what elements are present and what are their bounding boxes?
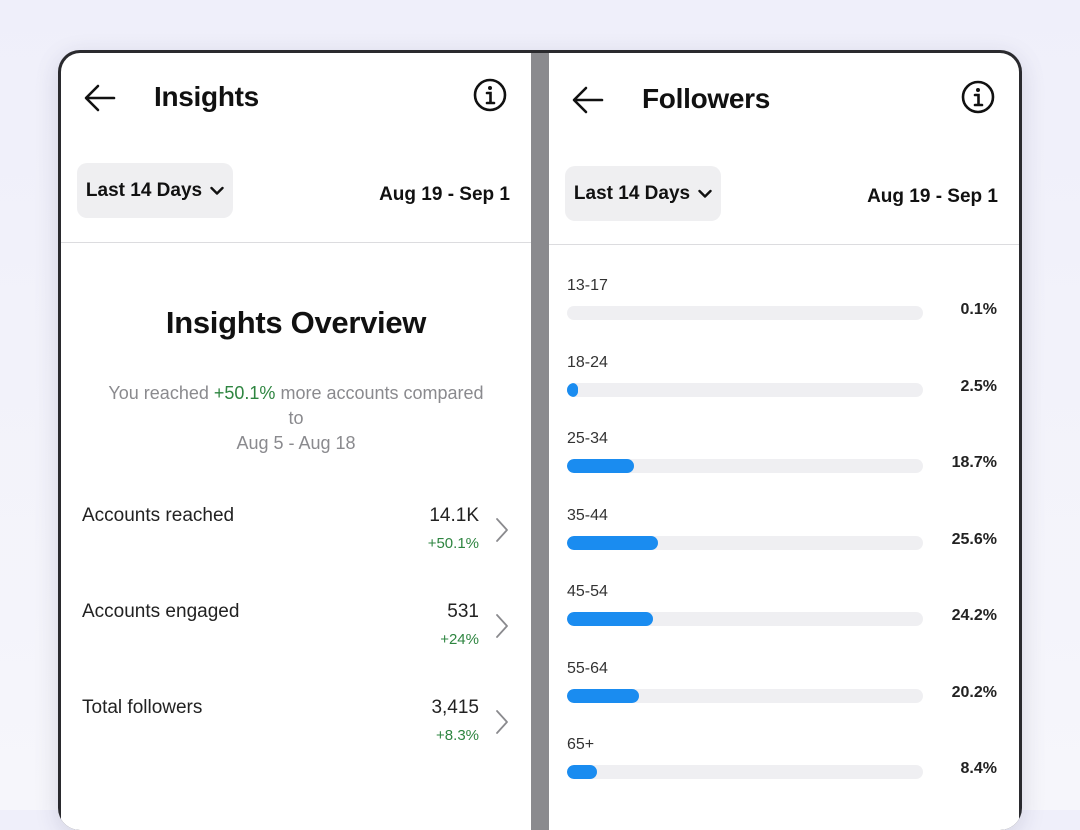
age-bar-fill	[567, 765, 597, 779]
metric-row-total-followers[interactable]: Total followers 3,415 +8.3%	[61, 695, 531, 765]
metric-value: 14.1K	[429, 505, 479, 526]
chevron-right-icon	[496, 614, 508, 638]
split-divider[interactable]	[531, 53, 549, 830]
age-group-percent: 18.7%	[951, 454, 997, 471]
age-bar-fill	[567, 383, 578, 397]
age-bar-fill	[567, 536, 659, 550]
followers-header: Followers	[549, 53, 1019, 145]
chevron-down-icon	[698, 189, 712, 198]
age-group-label: 13-17	[567, 277, 608, 294]
info-icon[interactable]	[473, 78, 507, 112]
insights-header: Insights	[61, 53, 531, 145]
overview-title: Insights Overview	[165, 305, 427, 340]
age-bar-track	[567, 459, 923, 473]
age-bar-track	[567, 536, 923, 550]
chevron-right-icon	[496, 710, 508, 734]
summary-suffix: more accounts compared to	[280, 383, 484, 428]
metric-change: +8.3%	[436, 727, 479, 744]
age-group-row: 45-54 24.2%	[549, 582, 1019, 642]
divider	[61, 242, 531, 243]
page-title: Followers	[642, 83, 770, 114]
age-bar-track	[567, 689, 923, 703]
metric-change: +24%	[440, 631, 479, 648]
age-group-row: 13-17 0.1%	[549, 276, 1019, 336]
followers-screen: Followers Last 14 Days Aug 19 - Sep 1 13…	[549, 53, 1019, 830]
age-group-percent: 25.6%	[951, 531, 997, 548]
divider	[549, 244, 1019, 245]
age-group-row: 55-64 20.2%	[549, 659, 1019, 719]
age-bar-track	[567, 612, 923, 626]
metric-label: Accounts engaged	[82, 601, 240, 622]
date-range-text: Aug 19 - Sep 1	[867, 186, 998, 207]
metric-row-accounts-engaged[interactable]: Accounts engaged 531 +24%	[61, 599, 531, 669]
date-range-dropdown[interactable]: Last 14 Days	[565, 166, 721, 221]
age-group-percent: 2.5%	[960, 378, 997, 395]
age-group-percent: 0.1%	[960, 301, 997, 318]
age-group-row: 35-44 25.6%	[549, 506, 1019, 566]
metric-label: Total followers	[82, 697, 203, 718]
date-range-dropdown-label: Last 14 Days	[573, 182, 691, 204]
age-bar-track	[567, 765, 923, 779]
date-range-text: Aug 19 - Sep 1	[379, 184, 510, 205]
age-group-percent: 24.2%	[951, 607, 997, 624]
chevron-down-icon	[210, 186, 224, 195]
age-bar-fill	[567, 612, 654, 626]
page-title: Insights	[154, 81, 259, 112]
metric-value: 531	[447, 601, 479, 622]
date-range-dropdown[interactable]: Last 14 Days	[77, 163, 233, 218]
summary-prefix: You reached	[108, 383, 209, 403]
age-bar-fill	[567, 459, 634, 473]
date-range-dropdown-label: Last 14 Days	[85, 179, 203, 201]
metric-label: Accounts reached	[82, 505, 235, 526]
metric-row-accounts-reached[interactable]: Accounts reached 14.1K +50.1%	[61, 503, 531, 573]
age-group-percent: 20.2%	[951, 684, 997, 701]
age-group-label: 65+	[567, 736, 595, 753]
age-bar-fill	[567, 689, 639, 703]
insights-screen: Insights Last 14 Days Aug 19 - Sep 1 Ins…	[61, 53, 531, 830]
age-group-label: 18-24	[567, 354, 608, 371]
back-arrow-icon[interactable]	[571, 83, 605, 117]
metric-value: 3,415	[431, 697, 479, 718]
age-group-label: 45-54	[567, 583, 608, 600]
age-group-label: 35-44	[567, 507, 608, 524]
age-group-label: 25-34	[567, 430, 608, 447]
metric-change: +50.1%	[427, 535, 479, 552]
age-group-percent: 8.4%	[960, 760, 997, 777]
age-bar-track	[567, 306, 923, 320]
summary-change: +50.1%	[213, 383, 276, 403]
back-arrow-icon[interactable]	[83, 81, 117, 115]
chevron-right-icon	[496, 518, 508, 542]
age-group-label: 55-64	[567, 660, 608, 677]
age-group-row: 18-24 2.5%	[549, 353, 1019, 413]
split-screen-frame: Insights Last 14 Days Aug 19 - Sep 1 Ins…	[58, 50, 1022, 830]
age-group-row: 25-34 18.7%	[549, 429, 1019, 489]
summary-period: Aug 5 - Aug 18	[236, 433, 356, 453]
age-bar-track	[567, 383, 923, 397]
info-icon[interactable]	[961, 80, 995, 114]
overview-summary: You reached +50.1% more accounts compare…	[101, 381, 491, 456]
age-group-row: 65+ 8.4%	[549, 735, 1019, 795]
